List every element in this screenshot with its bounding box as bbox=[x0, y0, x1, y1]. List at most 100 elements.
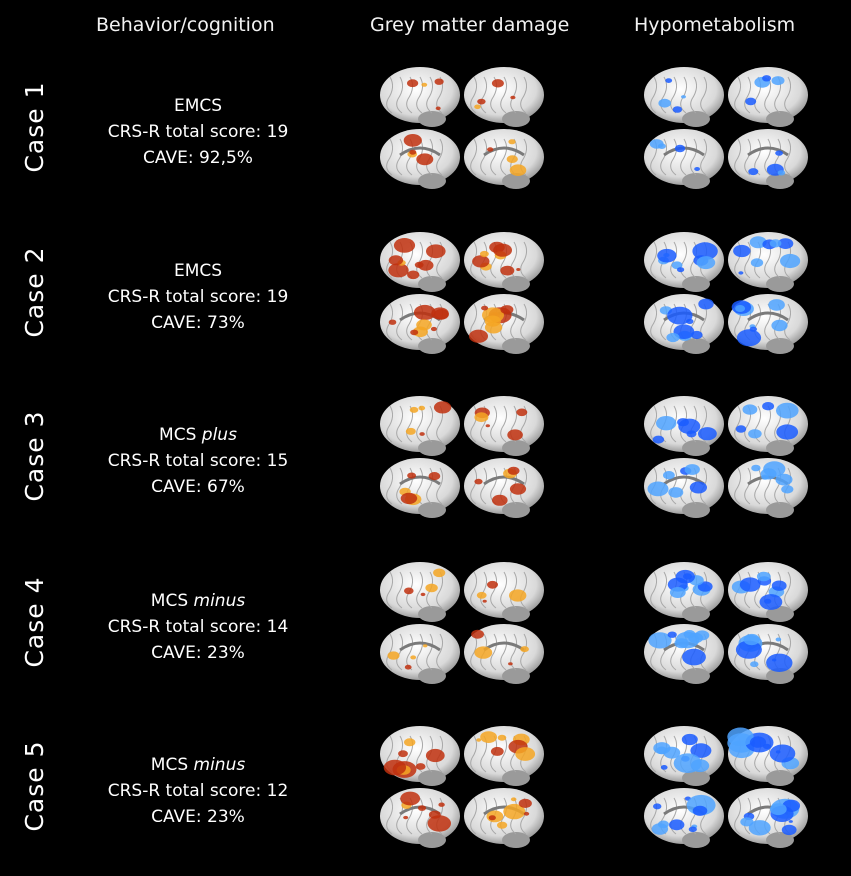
diagnosis-qualifier: minus bbox=[193, 591, 246, 611]
hypometabolism-cluster bbox=[686, 318, 694, 324]
damage-cluster bbox=[388, 255, 404, 266]
brain-render bbox=[464, 232, 544, 292]
damage-cluster bbox=[416, 319, 432, 331]
hypometabolism-cluster bbox=[690, 743, 712, 758]
diagnosis-prefix: MCS bbox=[150, 755, 194, 775]
damage-cluster bbox=[474, 412, 489, 423]
brain-render bbox=[728, 458, 808, 518]
header-grey-matter-damage: Grey matter damage bbox=[370, 14, 570, 36]
damage-cluster bbox=[426, 244, 446, 259]
brain-render bbox=[728, 562, 808, 622]
hypometabolism-cluster bbox=[672, 106, 683, 113]
damage-cluster bbox=[516, 268, 521, 271]
hypometabolism-cluster bbox=[668, 487, 684, 498]
hypometabolism-cluster bbox=[681, 95, 686, 99]
hypometabolism-cluster bbox=[775, 150, 783, 156]
case-label: Case 1 bbox=[20, 81, 49, 173]
crs-r-score: CRS-R total score: 14 bbox=[107, 617, 289, 637]
damage-cluster bbox=[482, 599, 487, 603]
cave-score: CAVE: 23% bbox=[151, 643, 245, 663]
behavior-summary: EMCS CRS-R total score: 19 CAVE: 92,5% bbox=[88, 93, 308, 171]
damage-cluster bbox=[508, 662, 513, 666]
damage-cluster bbox=[515, 747, 536, 761]
damage-cluster bbox=[491, 79, 504, 88]
brain-render bbox=[644, 129, 724, 189]
damage-cluster bbox=[416, 153, 434, 166]
behavior-summary: MCS plus CRS-R total score: 15 CAVE: 67% bbox=[88, 422, 308, 500]
damage-cluster bbox=[503, 803, 526, 820]
hypometabolism-cluster bbox=[764, 598, 772, 604]
damage-cluster bbox=[492, 494, 508, 506]
damage-cluster bbox=[500, 305, 514, 315]
damage-cluster bbox=[508, 139, 516, 145]
hypometabolism-panel bbox=[636, 388, 816, 518]
damage-cluster bbox=[472, 255, 490, 268]
behavior-summary: EMCS CRS-R total score: 19 CAVE: 73% bbox=[88, 258, 308, 336]
hypometabolism-cluster bbox=[748, 429, 762, 439]
hypometabolism-panel bbox=[636, 59, 816, 189]
hypometabolism-cluster bbox=[751, 464, 761, 472]
damage-cluster bbox=[487, 580, 498, 589]
crs-r-score: CRS-R total score: 19 bbox=[107, 122, 289, 142]
damage-cluster bbox=[407, 79, 419, 88]
damage-cluster bbox=[421, 82, 428, 87]
damage-cluster bbox=[523, 811, 530, 816]
brain-render bbox=[644, 624, 724, 684]
damage-cluster bbox=[510, 95, 516, 100]
brain-render bbox=[380, 232, 460, 292]
brain-render bbox=[380, 624, 460, 684]
hypometabolism-cluster bbox=[648, 632, 672, 649]
hypometabolism-brain-renders bbox=[644, 67, 808, 189]
hypometabolism-cluster bbox=[771, 580, 787, 591]
grey-matter-brain-renders bbox=[380, 67, 544, 189]
brain-render bbox=[380, 129, 460, 189]
damage-cluster bbox=[404, 664, 412, 670]
damage-cluster bbox=[506, 155, 518, 163]
hypometabolism-cluster bbox=[666, 332, 680, 343]
hypometabolism-cluster bbox=[651, 823, 669, 835]
hypometabolism-cluster bbox=[775, 637, 782, 642]
hypometabolism-cluster bbox=[761, 474, 769, 480]
brain-render bbox=[464, 726, 544, 786]
grey-matter-brain-renders bbox=[380, 396, 544, 518]
hypometabolism-cluster bbox=[684, 464, 700, 475]
damage-cluster bbox=[433, 401, 452, 414]
damage-cluster bbox=[403, 815, 409, 820]
header-behavior-cognition: Behavior/cognition bbox=[96, 14, 275, 36]
damage-cluster bbox=[400, 492, 418, 505]
hypometabolism-cluster bbox=[749, 326, 757, 332]
hypometabolism-cluster bbox=[788, 820, 793, 823]
hypometabolism-cluster bbox=[781, 824, 797, 836]
hypometabolism-cluster bbox=[658, 98, 671, 108]
damage-cluster bbox=[419, 432, 425, 436]
hypometabolism-cluster bbox=[667, 631, 677, 638]
hypometabolism-cluster bbox=[762, 75, 772, 82]
damage-cluster bbox=[413, 304, 436, 321]
hypometabolism-cluster bbox=[669, 587, 686, 598]
brain-render bbox=[644, 294, 724, 354]
crs-r-score: CRS-R total score: 19 bbox=[107, 287, 289, 307]
brain-render bbox=[644, 562, 724, 622]
damage-cluster bbox=[393, 238, 416, 253]
hypometabolism-cluster bbox=[769, 744, 796, 763]
hypometabolism-cluster bbox=[681, 733, 698, 746]
diagnosis: MCS plus bbox=[88, 422, 308, 448]
hypometabolism-cluster bbox=[766, 653, 793, 672]
hypometabolism-panel bbox=[636, 554, 816, 684]
damage-cluster bbox=[383, 759, 407, 776]
damage-cluster bbox=[477, 98, 486, 105]
hypometabolism-cluster bbox=[727, 727, 754, 747]
hypometabolism-cluster bbox=[692, 242, 718, 261]
case-label: Case 2 bbox=[20, 246, 49, 338]
hypometabolism-cluster bbox=[749, 236, 767, 249]
hypometabolism-cluster bbox=[771, 76, 785, 86]
hypometabolism-cluster bbox=[688, 826, 697, 833]
brain-render bbox=[380, 726, 460, 786]
damage-cluster bbox=[400, 791, 421, 806]
hypometabolism-cluster bbox=[677, 418, 689, 427]
damage-cluster bbox=[520, 646, 529, 653]
damage-cluster bbox=[510, 797, 517, 802]
diagnosis: EMCS bbox=[88, 93, 308, 119]
hypometabolism-cluster bbox=[660, 765, 668, 770]
damage-cluster bbox=[403, 134, 422, 147]
